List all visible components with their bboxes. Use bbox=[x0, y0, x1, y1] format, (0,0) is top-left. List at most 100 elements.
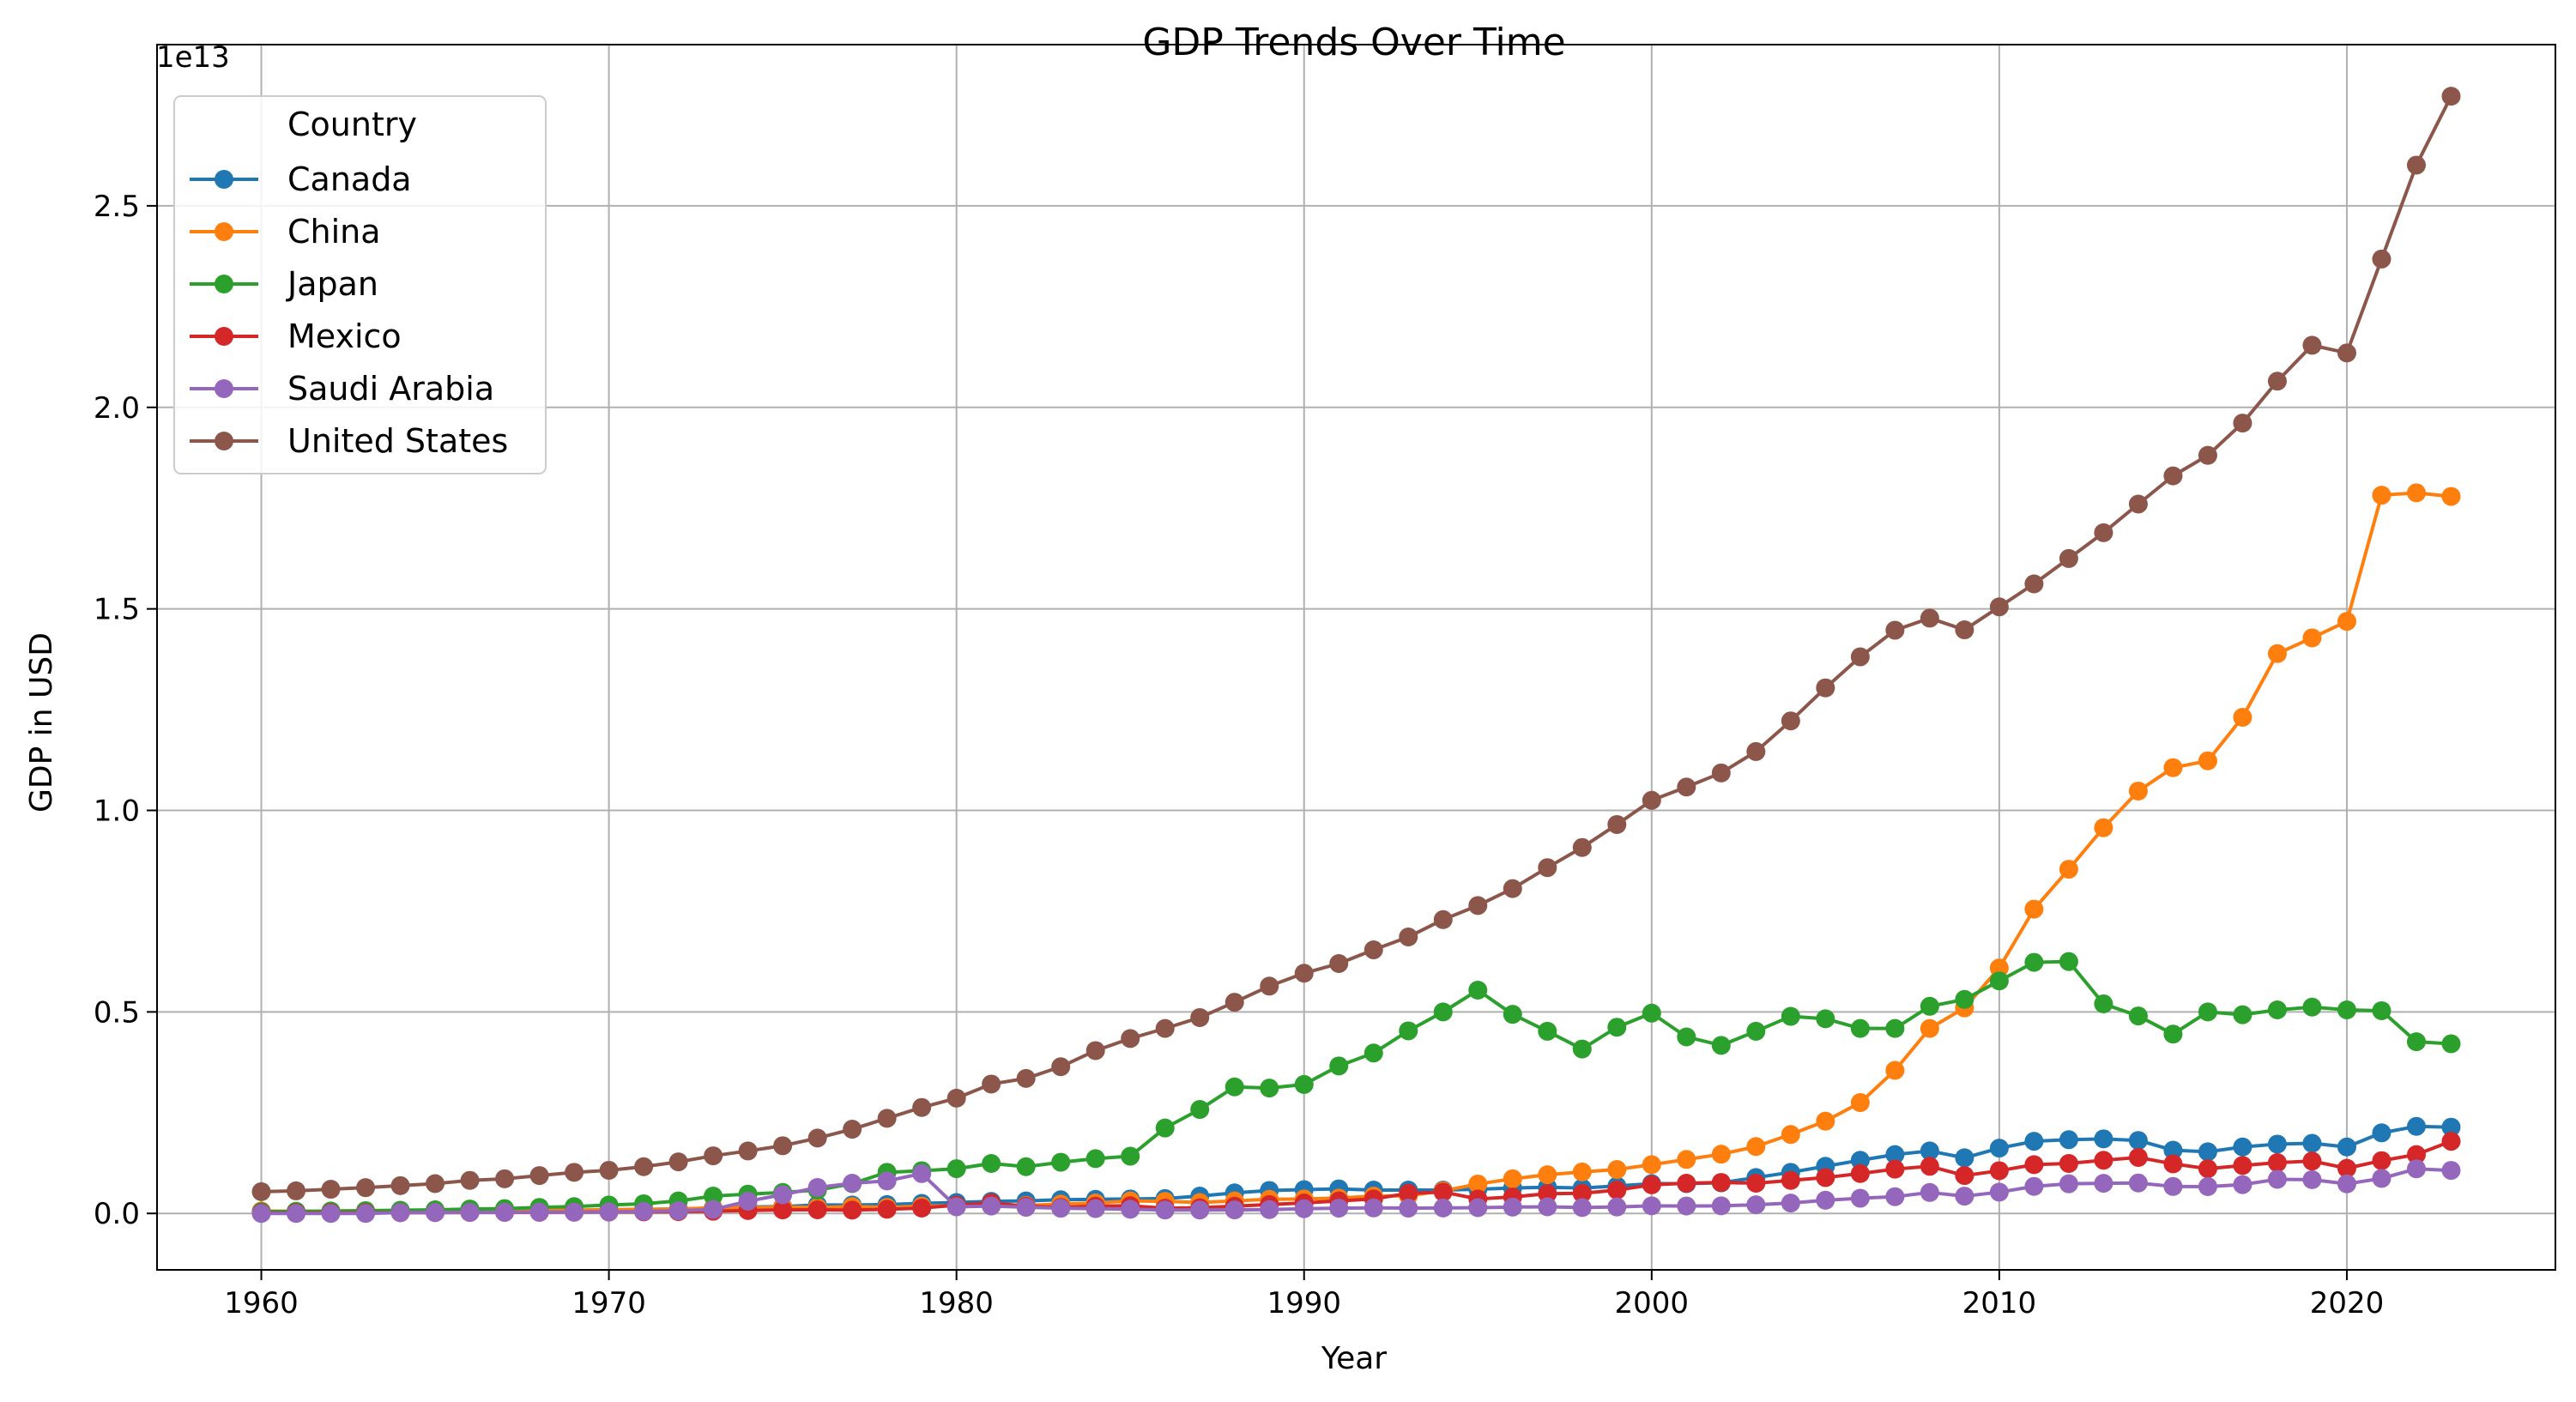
data-point bbox=[287, 1204, 306, 1224]
legend-item: Mexico bbox=[190, 317, 402, 355]
data-point bbox=[2163, 758, 2183, 777]
data-point bbox=[1190, 1200, 1210, 1220]
legend-swatch-marker bbox=[215, 275, 233, 293]
data-point bbox=[1503, 1005, 1522, 1024]
data-point bbox=[1572, 1162, 1592, 1181]
data-point bbox=[1920, 1018, 1939, 1038]
legend-swatch-marker bbox=[215, 170, 233, 189]
data-point bbox=[1885, 1159, 1905, 1179]
data-point bbox=[2128, 1147, 2148, 1167]
data-point bbox=[2059, 1130, 2078, 1150]
data-point bbox=[495, 1169, 515, 1188]
data-point bbox=[1885, 1061, 1905, 1080]
data-point bbox=[1885, 1145, 1905, 1164]
data-point bbox=[1955, 1166, 1974, 1186]
data-point bbox=[2024, 574, 2044, 594]
data-point bbox=[2059, 1174, 2078, 1194]
data-point bbox=[2372, 1169, 2392, 1188]
data-point bbox=[2441, 87, 2461, 106]
data-point bbox=[668, 1201, 688, 1221]
data-point bbox=[1329, 1199, 1349, 1218]
data-point bbox=[1607, 814, 1627, 834]
y-tick-label: 1.0 bbox=[94, 795, 140, 829]
series-saudi-arabia bbox=[251, 1159, 2461, 1224]
data-point bbox=[2337, 1174, 2356, 1194]
data-point bbox=[2372, 1000, 2392, 1020]
data-point bbox=[2337, 1000, 2356, 1020]
data-point bbox=[634, 1201, 654, 1221]
y-axis-ticks: 0.0 0.5 1.0 1.5 2.0 2.5 bbox=[94, 190, 157, 1231]
data-point bbox=[2128, 1006, 2148, 1026]
data-point bbox=[2128, 1131, 2148, 1151]
data-point bbox=[460, 1203, 480, 1223]
data-point bbox=[2441, 1161, 2461, 1181]
data-point bbox=[1260, 976, 1279, 996]
data-point bbox=[1885, 1187, 1905, 1206]
data-point bbox=[1225, 1077, 1244, 1097]
data-point bbox=[1364, 1198, 1383, 1218]
data-point bbox=[1989, 1139, 2009, 1158]
data-point bbox=[2128, 494, 2148, 514]
data-point bbox=[1085, 1041, 1105, 1061]
data-point bbox=[1433, 909, 1453, 929]
data-point bbox=[1677, 1196, 1696, 1216]
data-point bbox=[1225, 993, 1244, 1012]
x-tick-label: 1960 bbox=[224, 1286, 299, 1320]
data-point bbox=[1816, 1168, 1835, 1187]
data-point bbox=[1085, 1199, 1105, 1218]
data-point bbox=[982, 1196, 1001, 1216]
data-point bbox=[599, 1202, 619, 1222]
data-point bbox=[1850, 1163, 1870, 1183]
data-point bbox=[2198, 751, 2217, 770]
data-point bbox=[1572, 1183, 1592, 1203]
data-point bbox=[2267, 1000, 2287, 1020]
data-point bbox=[1468, 981, 1488, 1000]
data-point bbox=[1642, 1196, 1661, 1216]
data-point bbox=[1850, 1151, 1870, 1170]
data-point bbox=[1572, 837, 1592, 857]
data-point bbox=[1155, 1118, 1175, 1138]
data-point bbox=[2406, 1145, 2426, 1164]
data-point bbox=[599, 1160, 619, 1180]
legend-label: Canada bbox=[287, 160, 412, 198]
data-point bbox=[2024, 1176, 2044, 1196]
data-point bbox=[1121, 1029, 1140, 1048]
data-point bbox=[2198, 1002, 2217, 1022]
legend-item: Canada bbox=[190, 160, 412, 198]
data-point bbox=[2024, 1155, 2044, 1175]
data-point bbox=[2406, 155, 2426, 175]
data-point bbox=[1607, 1018, 1627, 1037]
data-point bbox=[2441, 1132, 2461, 1151]
data-point bbox=[2267, 1134, 2287, 1154]
data-point bbox=[2441, 486, 2461, 506]
data-point bbox=[1642, 1003, 1661, 1023]
x-tick-label: 1980 bbox=[919, 1286, 994, 1320]
data-point bbox=[2302, 628, 2322, 648]
data-point bbox=[2094, 523, 2113, 542]
data-point bbox=[1121, 1146, 1140, 1166]
data-point bbox=[1711, 763, 1731, 783]
data-point bbox=[1607, 1180, 1627, 1200]
series-layer bbox=[251, 87, 2461, 1224]
data-point bbox=[1468, 1174, 1488, 1194]
data-point bbox=[460, 1170, 480, 1190]
data-point bbox=[2267, 372, 2287, 391]
data-point bbox=[2233, 1137, 2252, 1157]
data-point bbox=[2233, 414, 2252, 433]
data-point bbox=[1989, 958, 2009, 978]
data-point bbox=[2267, 1169, 2287, 1189]
data-point bbox=[2302, 997, 2322, 1017]
data-point bbox=[2267, 1153, 2287, 1173]
data-point bbox=[738, 1191, 758, 1211]
data-point bbox=[1642, 790, 1661, 810]
data-point bbox=[843, 1120, 862, 1139]
series-line bbox=[261, 95, 2453, 1194]
data-point bbox=[2163, 1024, 2183, 1044]
data-point bbox=[1642, 1155, 1661, 1175]
data-point bbox=[1989, 1161, 2009, 1181]
data-point bbox=[2059, 952, 2078, 971]
data-point bbox=[1920, 1141, 1939, 1161]
data-point bbox=[390, 1175, 410, 1195]
data-point bbox=[2372, 1123, 2392, 1143]
data-point bbox=[1607, 1197, 1627, 1217]
